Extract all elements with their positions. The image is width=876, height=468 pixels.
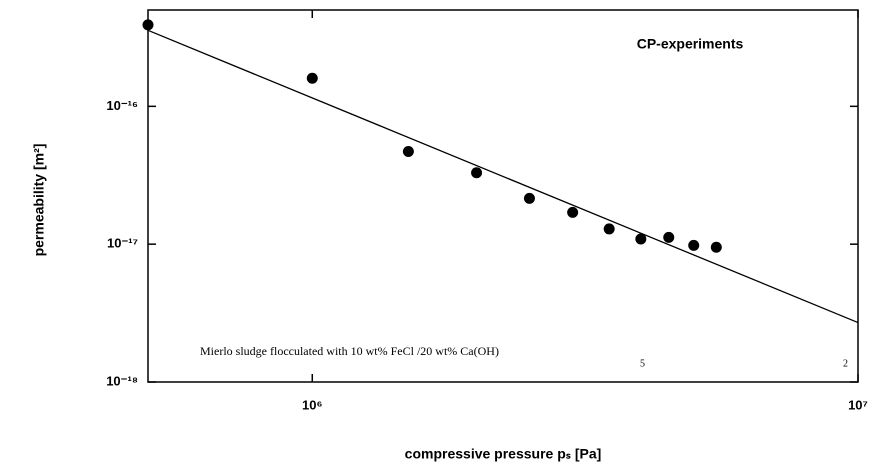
data-point <box>710 241 722 253</box>
caption-mark: 5 <box>640 358 645 369</box>
data-point <box>471 167 483 179</box>
data-point <box>402 146 414 158</box>
data-point <box>306 72 318 84</box>
plot-frame <box>147 9 859 383</box>
annotation: CP-experiments <box>637 36 744 52</box>
caption-mark: 2 <box>843 358 848 369</box>
data-point <box>567 206 579 218</box>
y-tick-label: 10⁻¹⁷ <box>107 236 138 251</box>
x-axis-label: compressive pressure pₛ [Pa] <box>405 446 602 462</box>
data-point <box>688 239 700 251</box>
fit-line <box>147 29 859 324</box>
caption: Mierlo sludge flocculated with 10 wt% Fe… <box>200 344 499 358</box>
x-tick-label: 10⁶ <box>302 397 322 412</box>
data-point <box>142 19 154 31</box>
x-tick-label: 10⁷ <box>848 397 868 412</box>
y-tick-label: 10⁻¹⁸ <box>106 373 138 388</box>
data-point <box>523 192 535 204</box>
y-tick-label: 10⁻¹⁶ <box>106 98 138 113</box>
data-point <box>635 233 647 245</box>
data-point <box>663 231 675 243</box>
data-point <box>603 223 615 235</box>
y-axis-label: permeability [m²] <box>31 144 47 257</box>
